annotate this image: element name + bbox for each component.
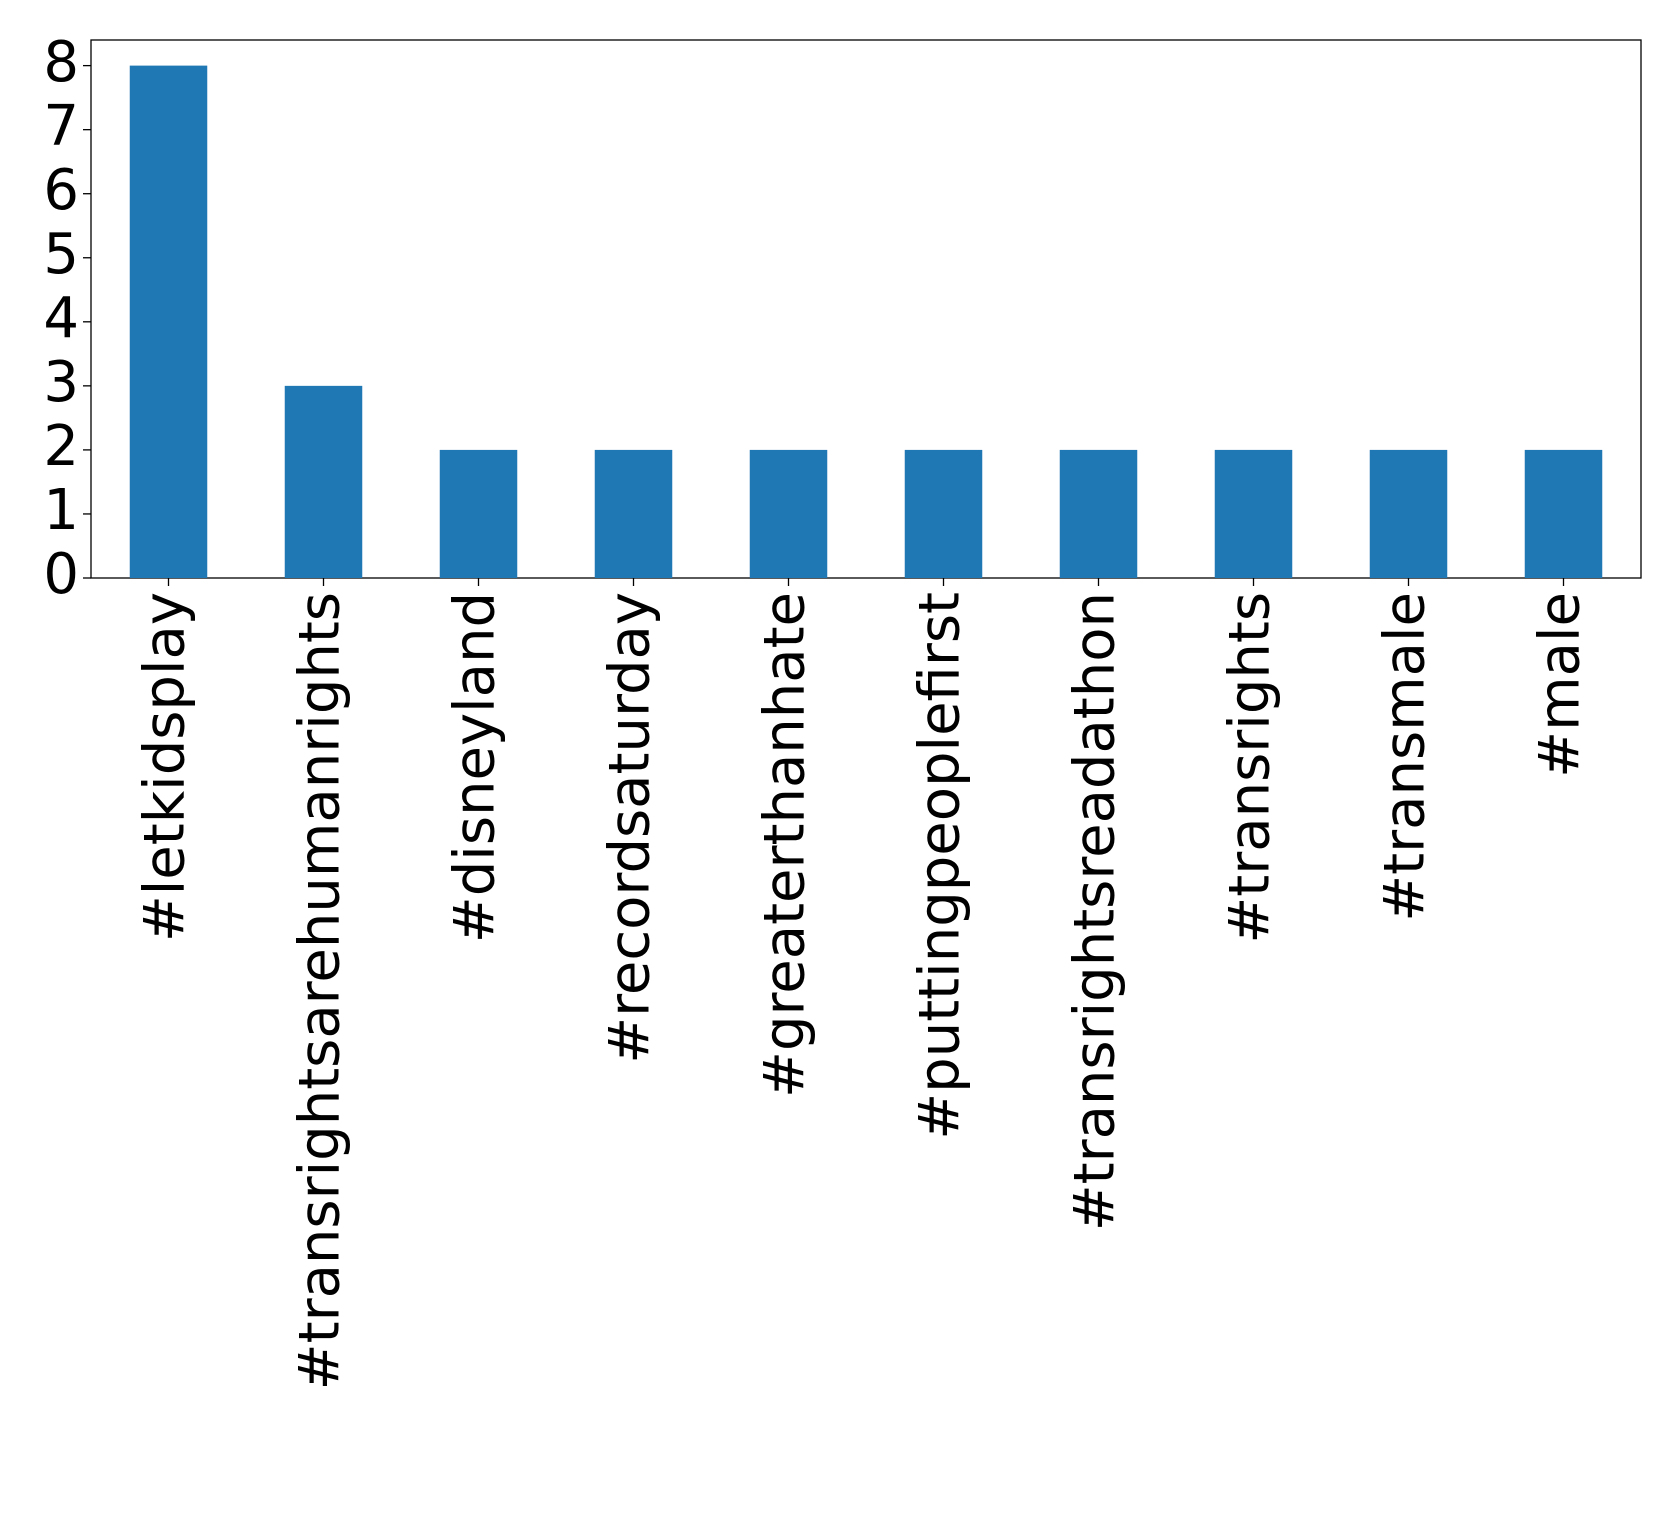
x-tick-label: #transrights: [1218, 592, 1283, 944]
bar: [749, 449, 828, 578]
x-tick-label: #male: [1528, 592, 1593, 778]
x-tick-label: #transrightsreadathon: [1063, 592, 1128, 1231]
bar: [439, 449, 518, 578]
bar: [904, 449, 983, 578]
bar: [1369, 449, 1448, 578]
x-tick-label: #puttingpeoplefirst: [908, 592, 973, 1140]
y-tick-label: 3: [43, 350, 79, 415]
x-tick-label: #transrightsarehumanrights: [288, 592, 353, 1390]
x-tick-label: #recordsaturday: [598, 592, 663, 1064]
bar: [594, 449, 673, 578]
y-tick-label: 4: [43, 286, 79, 351]
bar: [284, 385, 363, 578]
x-tick-label: #transmale: [1373, 592, 1438, 922]
y-tick-label: 1: [43, 478, 79, 543]
y-tick-label: 8: [43, 30, 79, 95]
x-tick-label: #letkidsplay: [133, 592, 198, 942]
y-tick-label: 5: [43, 222, 79, 287]
y-tick-label: 2: [43, 414, 79, 479]
bar: [1524, 449, 1603, 578]
bar: [129, 65, 208, 579]
bar: [1214, 449, 1293, 578]
axes-frame: [90, 39, 1642, 579]
y-tick-label: 0: [43, 542, 79, 607]
y-tick-label: 7: [43, 94, 79, 159]
bar: [1059, 449, 1138, 578]
x-tick-label: #disneyland: [443, 592, 508, 943]
y-tick-label: 6: [43, 158, 79, 223]
x-tick-label: #greaterthanhate: [753, 592, 818, 1098]
